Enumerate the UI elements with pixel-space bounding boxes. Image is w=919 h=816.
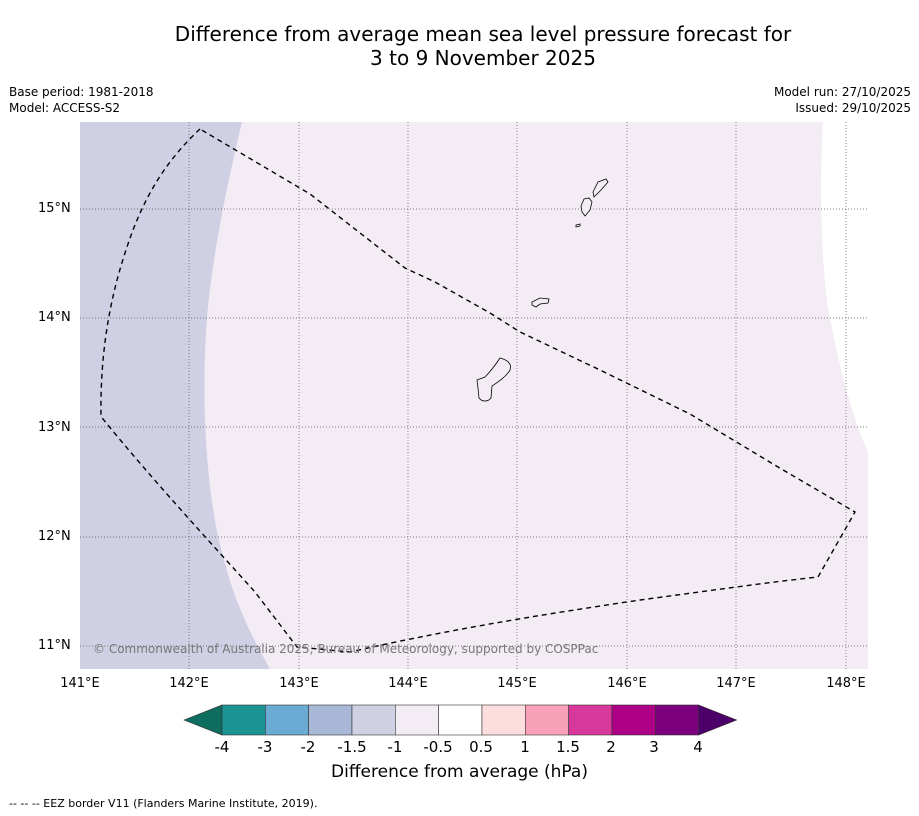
colorbar-swatch-3to4 [654,704,699,736]
pressure-band-eastern [821,122,868,452]
colorbar-tick-0-5: 0.5 [469,738,493,756]
model-name: Model: ACCESS-S2 [9,101,121,115]
colorbar-tick-1-5: 1.5 [556,738,580,756]
lat-label-11n: 11°N [38,638,71,653]
lat-label-15n: 15°N [38,201,71,216]
colorbar-swatch-gt4 [698,704,738,736]
lat-label-13n: 13°N [38,420,71,435]
issued-date: Issued: 29/10/2025 [795,101,911,115]
lon-label-142e: 142°E [169,676,209,691]
base-period: Base period: 1981-2018 [9,85,154,99]
lon-label-146e: 146°E [607,676,647,691]
title-line-1: Difference from average mean sea level p… [174,22,792,46]
lon-label-147e: 147°E [716,676,756,691]
lon-label-145e: 145°E [497,676,537,691]
eez-legend-note: -- -- -- EEZ border V11 (Flanders Marine… [9,797,318,810]
lat-label-12n: 12°N [38,529,71,544]
colorbar-swatch-1.5to2 [568,704,613,736]
lon-label-144e: 144°E [388,676,428,691]
colorbar-tick-neg1-5: -1.5 [337,738,367,756]
eez-border [100,128,856,653]
model-run: Model run: 27/10/2025 [773,85,911,99]
lon-label-148e: 148°E [826,676,866,691]
colorbar-swatch-2to3 [611,704,656,736]
colorbar-swatch--4to-3 [221,704,266,736]
colorbar-tick-neg0-5: -0.5 [423,738,453,756]
island-aguijan [575,223,581,228]
colorbar-tick-neg4: -4 [214,738,230,756]
map-panel [80,122,868,669]
islands [476,178,609,402]
colorbar-tick-neg2: -2 [300,738,316,756]
colorbar-swatch--1.5to-1 [351,704,396,736]
island-rota [531,297,550,308]
meta-right: Model run: 27/10/2025 Issued: 29/10/2025 [774,84,911,116]
lon-label-143e: 143°E [279,676,319,691]
colorbar-swatch--1to-0.5 [395,704,439,736]
colorbar-swatch-lt-4 [183,704,223,736]
colorbar-tick-4: 4 [693,738,703,756]
colorbar-swatch-1to1.5 [525,704,569,736]
lat-label-14n: 14°N [38,310,71,325]
pressure-band-western [80,122,270,669]
island-guam [476,357,511,402]
meta-left: Base period: 1981-2018 Model: ACCESS-S2 [9,84,154,116]
colorbar-tick-3: 3 [649,738,659,756]
colorbar-title: Difference from average (hPa) [331,762,588,782]
colorbar [183,704,738,736]
map-title: Difference from average mean sea level p… [0,22,919,70]
colorbar-tick-neg1: -1 [387,738,403,756]
lon-label-141e: 141°E [60,676,100,691]
colorbar-swatch--0.5to0.5 [438,704,483,736]
colorbar-swatch--3to-2 [265,704,309,736]
island-tinian [580,197,593,217]
colorbar-tick-1: 1 [520,738,530,756]
colorbar-tick-neg3: -3 [257,738,273,756]
title-line-2: 3 to 9 November 2025 [370,46,596,70]
copyright-notice: © Commonwealth of Australia 2025, Bureau… [93,642,599,656]
gridlines [80,122,868,669]
colorbar-swatch--2to-1.5 [308,704,353,736]
colorbar-tick-2: 2 [606,738,616,756]
island-saipan [592,178,609,198]
colorbar-swatch-0.5to1 [481,704,526,736]
colorbar-swatches [183,704,738,736]
